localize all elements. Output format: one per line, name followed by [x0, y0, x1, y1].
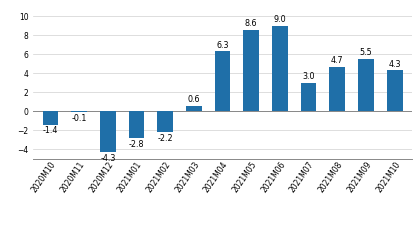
Bar: [71, 111, 87, 112]
Text: 5.5: 5.5: [359, 48, 372, 57]
Text: 9.0: 9.0: [274, 15, 286, 24]
Bar: [272, 26, 288, 111]
Bar: [243, 30, 259, 111]
Text: -2.2: -2.2: [157, 134, 173, 143]
Text: -0.1: -0.1: [72, 114, 87, 123]
Text: 0.6: 0.6: [188, 95, 200, 104]
Bar: [100, 111, 116, 152]
Bar: [387, 71, 403, 111]
Bar: [42, 111, 58, 125]
Text: -1.4: -1.4: [43, 126, 58, 135]
Text: -2.8: -2.8: [129, 140, 144, 149]
Text: -4.3: -4.3: [100, 154, 116, 163]
Text: 4.3: 4.3: [389, 60, 401, 69]
Bar: [329, 67, 345, 111]
Text: 8.6: 8.6: [245, 19, 258, 28]
Bar: [129, 111, 144, 138]
Text: 4.7: 4.7: [331, 56, 344, 65]
Bar: [157, 111, 173, 132]
Bar: [301, 83, 317, 111]
Bar: [186, 106, 202, 111]
Text: 3.0: 3.0: [302, 72, 315, 81]
Text: 6.3: 6.3: [216, 41, 229, 50]
Bar: [358, 59, 374, 111]
Bar: [215, 52, 230, 111]
